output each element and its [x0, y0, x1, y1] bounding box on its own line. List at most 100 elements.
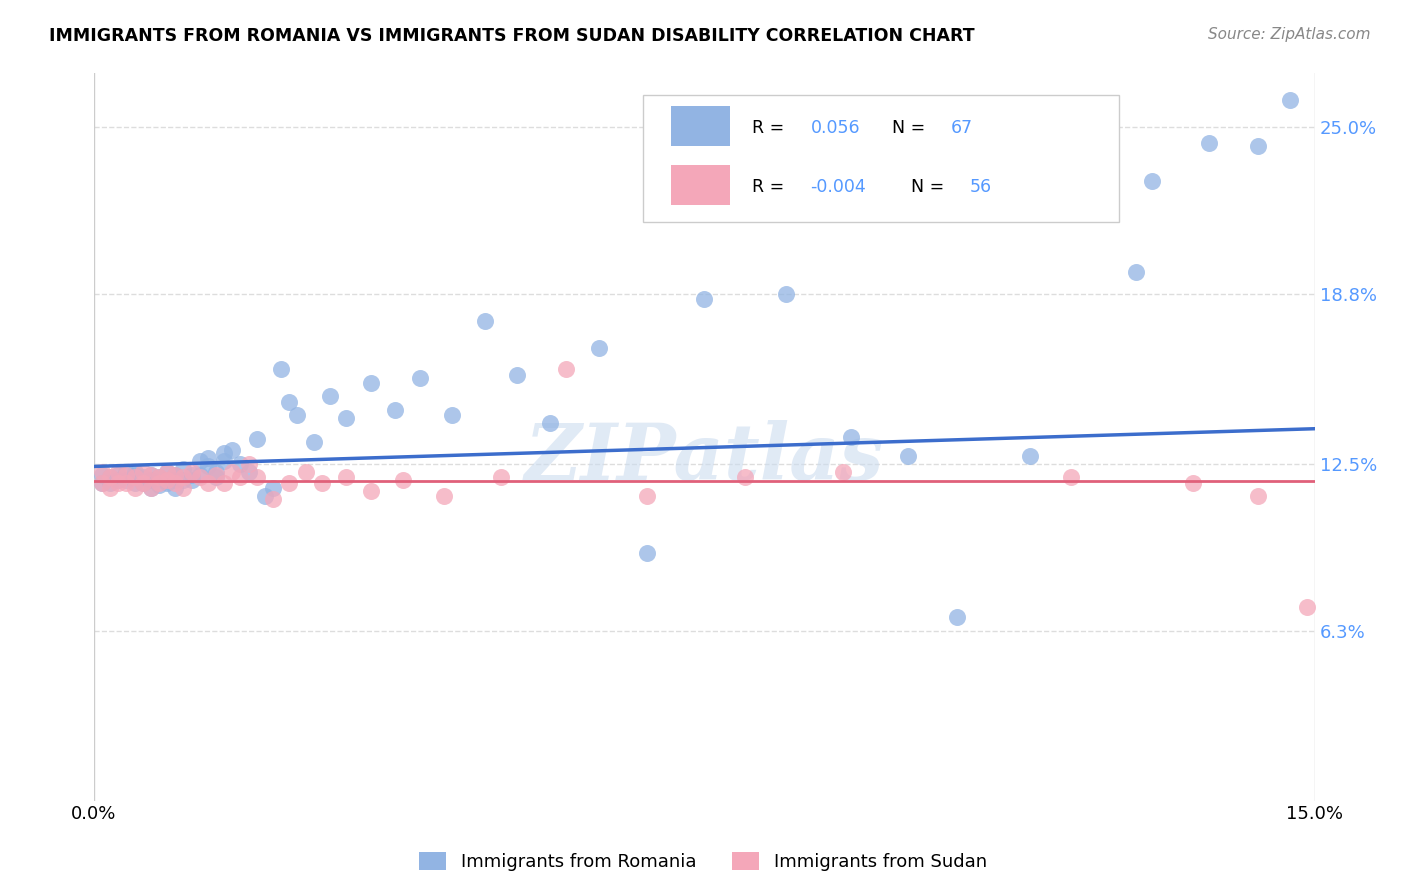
Point	[124, 481, 146, 495]
Point	[188, 470, 211, 484]
Point	[221, 465, 243, 479]
Point	[278, 475, 301, 490]
Point	[262, 481, 284, 495]
FancyBboxPatch shape	[672, 165, 730, 205]
Point	[319, 389, 342, 403]
Point	[165, 473, 187, 487]
Point	[555, 362, 578, 376]
Point	[693, 293, 716, 307]
Point	[294, 465, 316, 479]
Point	[287, 409, 309, 423]
Point	[831, 465, 853, 479]
Point	[433, 489, 456, 503]
Point	[98, 475, 121, 490]
Point	[229, 457, 252, 471]
Point	[139, 481, 162, 495]
Point	[1181, 475, 1204, 490]
Point	[115, 467, 138, 482]
Text: R =: R =	[752, 119, 790, 136]
Point	[115, 465, 138, 479]
Point	[278, 394, 301, 409]
Point	[270, 362, 292, 376]
Point	[139, 467, 162, 482]
Point	[360, 483, 382, 498]
Point	[1361, 262, 1384, 277]
Point	[1019, 449, 1042, 463]
Point	[1140, 174, 1163, 188]
Point	[148, 470, 170, 484]
Point	[148, 475, 170, 490]
Point	[335, 470, 357, 484]
Point	[1247, 489, 1270, 503]
Point	[311, 475, 333, 490]
Point	[474, 314, 496, 328]
Point	[115, 473, 138, 487]
Point	[408, 370, 430, 384]
Point	[212, 475, 235, 490]
Point	[205, 465, 228, 479]
Point	[115, 475, 138, 490]
Point	[107, 467, 129, 482]
Point	[91, 475, 114, 490]
Point	[180, 465, 202, 479]
Point	[262, 491, 284, 506]
Point	[91, 467, 114, 482]
Point	[139, 473, 162, 487]
Point	[188, 467, 211, 482]
Point	[1329, 195, 1351, 210]
Point	[538, 417, 561, 431]
Point	[1198, 136, 1220, 150]
Point	[91, 465, 114, 479]
Point	[132, 475, 155, 490]
Point	[1125, 265, 1147, 279]
Point	[246, 433, 269, 447]
Point	[302, 435, 325, 450]
Point	[132, 465, 155, 479]
Point	[1279, 93, 1302, 107]
Text: Source: ZipAtlas.com: Source: ZipAtlas.com	[1208, 27, 1371, 42]
Point	[156, 473, 179, 487]
Point	[1247, 138, 1270, 153]
Text: ZIPatlas: ZIPatlas	[524, 420, 884, 497]
Point	[98, 470, 121, 484]
Point	[221, 443, 243, 458]
Point	[588, 341, 610, 355]
Point	[897, 449, 920, 463]
Point	[165, 467, 187, 482]
Point	[107, 473, 129, 487]
Point	[212, 454, 235, 468]
Point	[91, 475, 114, 490]
Point	[1393, 457, 1406, 471]
Point	[506, 368, 529, 382]
Point	[775, 287, 797, 301]
Point	[188, 454, 211, 468]
Point	[148, 478, 170, 492]
Point	[172, 470, 194, 484]
Point	[212, 446, 235, 460]
Text: 0.056: 0.056	[811, 119, 860, 136]
Point	[360, 376, 382, 390]
Point	[839, 430, 862, 444]
Point	[98, 470, 121, 484]
Point	[197, 475, 219, 490]
Point	[962, 206, 984, 220]
Point	[945, 610, 967, 624]
Point	[384, 402, 406, 417]
Point	[197, 451, 219, 466]
Point	[156, 465, 179, 479]
Point	[180, 473, 202, 487]
Point	[156, 465, 179, 479]
Point	[392, 473, 415, 487]
Point	[441, 409, 464, 423]
Point	[156, 475, 179, 490]
Point	[124, 470, 146, 484]
Point	[124, 475, 146, 490]
Point	[197, 459, 219, 474]
Point	[98, 481, 121, 495]
Point	[246, 470, 269, 484]
Point	[107, 475, 129, 490]
Point	[165, 481, 187, 495]
Text: 56: 56	[969, 178, 991, 196]
Point	[1295, 599, 1317, 614]
Point	[205, 470, 228, 484]
